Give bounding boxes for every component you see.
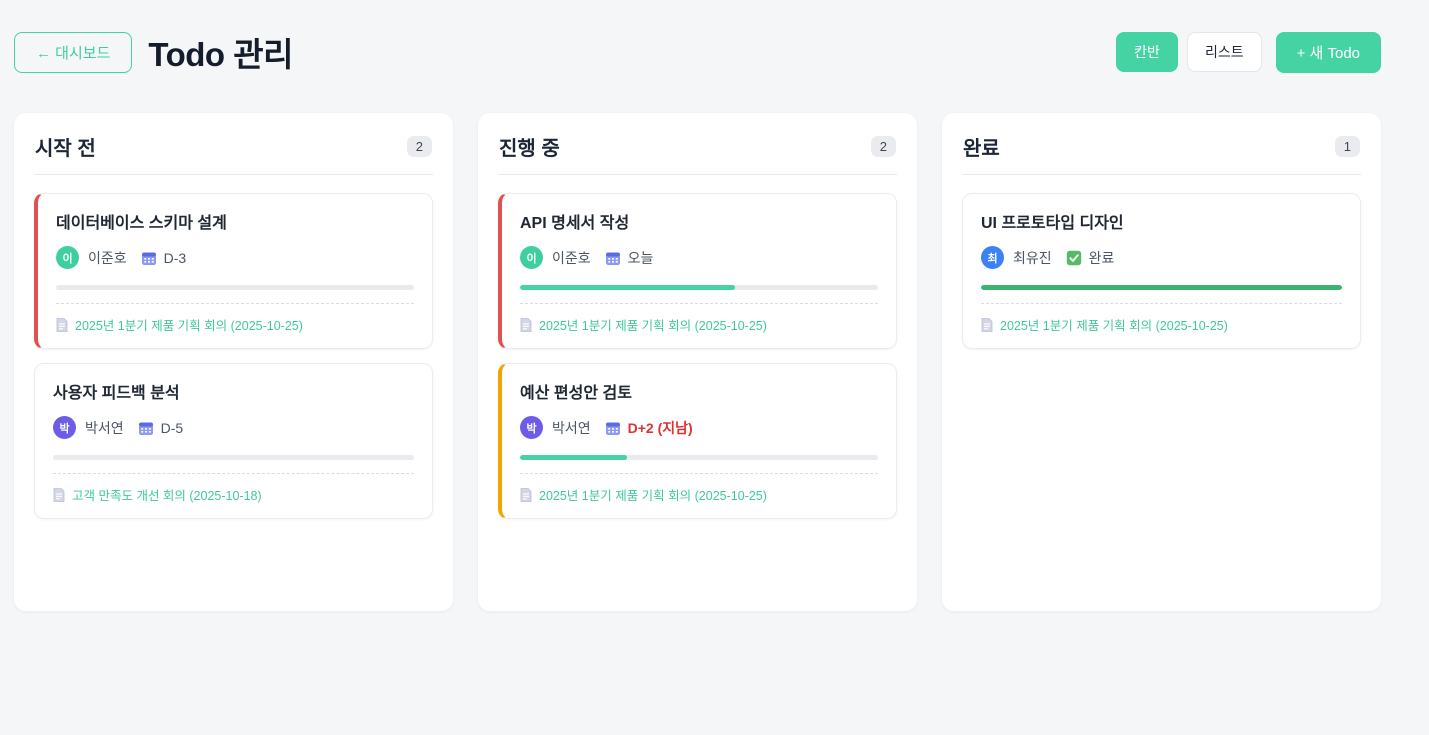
memo-row[interactable]: 2025년 1분기 제품 기획 회의 (2025-10-25) [520, 303, 878, 334]
todo-meta-row: 박 박서연 [53, 416, 414, 439]
column-count-badge: 2 [406, 136, 432, 157]
calendar-icon [138, 420, 154, 436]
assignee-name: 박서연 [552, 419, 591, 436]
document-icon [56, 317, 68, 332]
document-icon [520, 317, 532, 332]
todo-title: API 명세서 작성 [520, 215, 630, 232]
progress-track [56, 285, 414, 290]
assignee-avatar: 박 [520, 416, 543, 439]
todo-meta-row: 박 박서연 [520, 416, 878, 439]
document-icon [53, 487, 65, 502]
column-count-badge: 1 [1334, 136, 1360, 157]
todo-title: UI 프로토타입 디자인 [981, 215, 1124, 232]
column-cards: 데이터베이스 스키마 설계 이 이준호 [34, 193, 433, 519]
memo-row[interactable]: 2025년 1분기 제품 기획 회의 (2025-10-25) [56, 303, 414, 334]
column-divider [962, 174, 1361, 175]
column-divider [498, 174, 897, 175]
column-title: 시작 전 [35, 138, 96, 160]
memo-link: 고객 만족도 개선 회의 (2025-10-18) [72, 489, 262, 503]
progress-fill [981, 285, 1342, 290]
column-title: 진행 중 [499, 138, 560, 160]
view-toggle-list-button[interactable]: 리스트 [1186, 32, 1262, 72]
kanban-column: 시작 전 2 데이터베이스 스키마 설계 이 이준호 [14, 113, 453, 611]
column-header: 시작 전 2 [34, 132, 433, 161]
document-icon [520, 487, 532, 502]
view-toggle-kanban-button[interactable]: 칸반 [1116, 32, 1178, 72]
assignee-name: 최유진 [1013, 249, 1052, 266]
column-header: 진행 중 2 [498, 132, 897, 161]
assignee-avatar: 최 [981, 246, 1004, 269]
memo-link: 2025년 1분기 제품 기획 회의 (2025-10-25) [1000, 319, 1228, 333]
progress-track [520, 285, 878, 290]
todo-meta-row: 이 이준호 [56, 246, 414, 269]
assignee-avatar: 이 [56, 246, 79, 269]
column-divider [34, 174, 433, 175]
memo-row[interactable]: 고객 만족도 개선 회의 (2025-10-18) [53, 473, 414, 504]
kanban-column: 진행 중 2 API 명세서 작성 이 이준호 [478, 113, 917, 611]
document-icon [981, 317, 993, 332]
assignee-avatar: 박 [53, 416, 76, 439]
todo-title: 예산 편성안 검토 [520, 385, 632, 402]
new-todo-button[interactable]: + 새 Todo [1275, 31, 1381, 73]
deadline-text: D-5 [160, 419, 184, 436]
assignee-avatar: 이 [520, 246, 543, 269]
progress-fill [520, 455, 628, 460]
calendar-icon [605, 250, 621, 266]
kanban-column: 완료 1 UI 프로토타입 디자인 최 최유진 [942, 113, 1381, 611]
deadline-text: 완료 [1088, 249, 1115, 266]
progress-fill [520, 285, 735, 290]
memo-row[interactable]: 2025년 1분기 제품 기획 회의 (2025-10-25) [520, 473, 878, 504]
page-title: Todo 관리 [148, 36, 293, 73]
calendar-icon [141, 250, 157, 266]
todo-meta-row: 최 최유진 [981, 246, 1342, 269]
deadline-text: D+2 (지남) [627, 419, 693, 436]
memo-link: 2025년 1분기 제품 기획 회의 (2025-10-25) [539, 319, 767, 333]
back-to-dashboard-button[interactable]: ← 대시보드 [14, 31, 133, 73]
memo-row[interactable]: 2025년 1분기 제품 기획 회의 (2025-10-25) [981, 303, 1342, 334]
progress-track [53, 455, 414, 460]
calendar-icon [605, 420, 621, 436]
todo-card[interactable]: 데이터베이스 스키마 설계 이 이준호 [34, 193, 433, 349]
memo-link: 2025년 1분기 제품 기획 회의 (2025-10-25) [539, 489, 767, 503]
memo-link: 2025년 1분기 제품 기획 회의 (2025-10-25) [75, 319, 303, 333]
todo-title: 사용자 피드백 분석 [53, 385, 180, 402]
column-header: 완료 1 [962, 132, 1361, 161]
deadline-text: 오늘 [627, 249, 654, 266]
topbar: ← 대시보드 Todo 관리 칸반 리스트 + 새 Todo [14, 28, 1381, 76]
progress-track [520, 455, 878, 460]
assignee-name: 박서연 [85, 419, 124, 436]
done-check-icon [1066, 250, 1082, 266]
assignee-name: 이준호 [88, 249, 127, 266]
kanban-board: 시작 전 2 데이터베이스 스키마 설계 이 이준호 [14, 113, 1381, 611]
todo-title: 데이터베이스 스키마 설계 [56, 215, 227, 232]
column-count-badge: 2 [870, 136, 896, 157]
assignee-name: 이준호 [552, 249, 591, 266]
todo-card[interactable]: API 명세서 작성 이 이준호 [498, 193, 897, 349]
todo-card[interactable]: UI 프로토타입 디자인 최 최유진 [962, 193, 1361, 349]
column-cards: UI 프로토타입 디자인 최 최유진 [962, 193, 1361, 349]
progress-track [981, 285, 1342, 290]
column-cards: API 명세서 작성 이 이준호 [498, 193, 897, 519]
todo-card[interactable]: 사용자 피드백 분석 박 박서연 [34, 363, 433, 519]
todo-card[interactable]: 예산 편성안 검토 박 박서연 [498, 363, 897, 519]
deadline-text: D-3 [163, 249, 187, 266]
column-title: 완료 [963, 138, 1000, 160]
todo-meta-row: 이 이준호 [520, 246, 878, 269]
